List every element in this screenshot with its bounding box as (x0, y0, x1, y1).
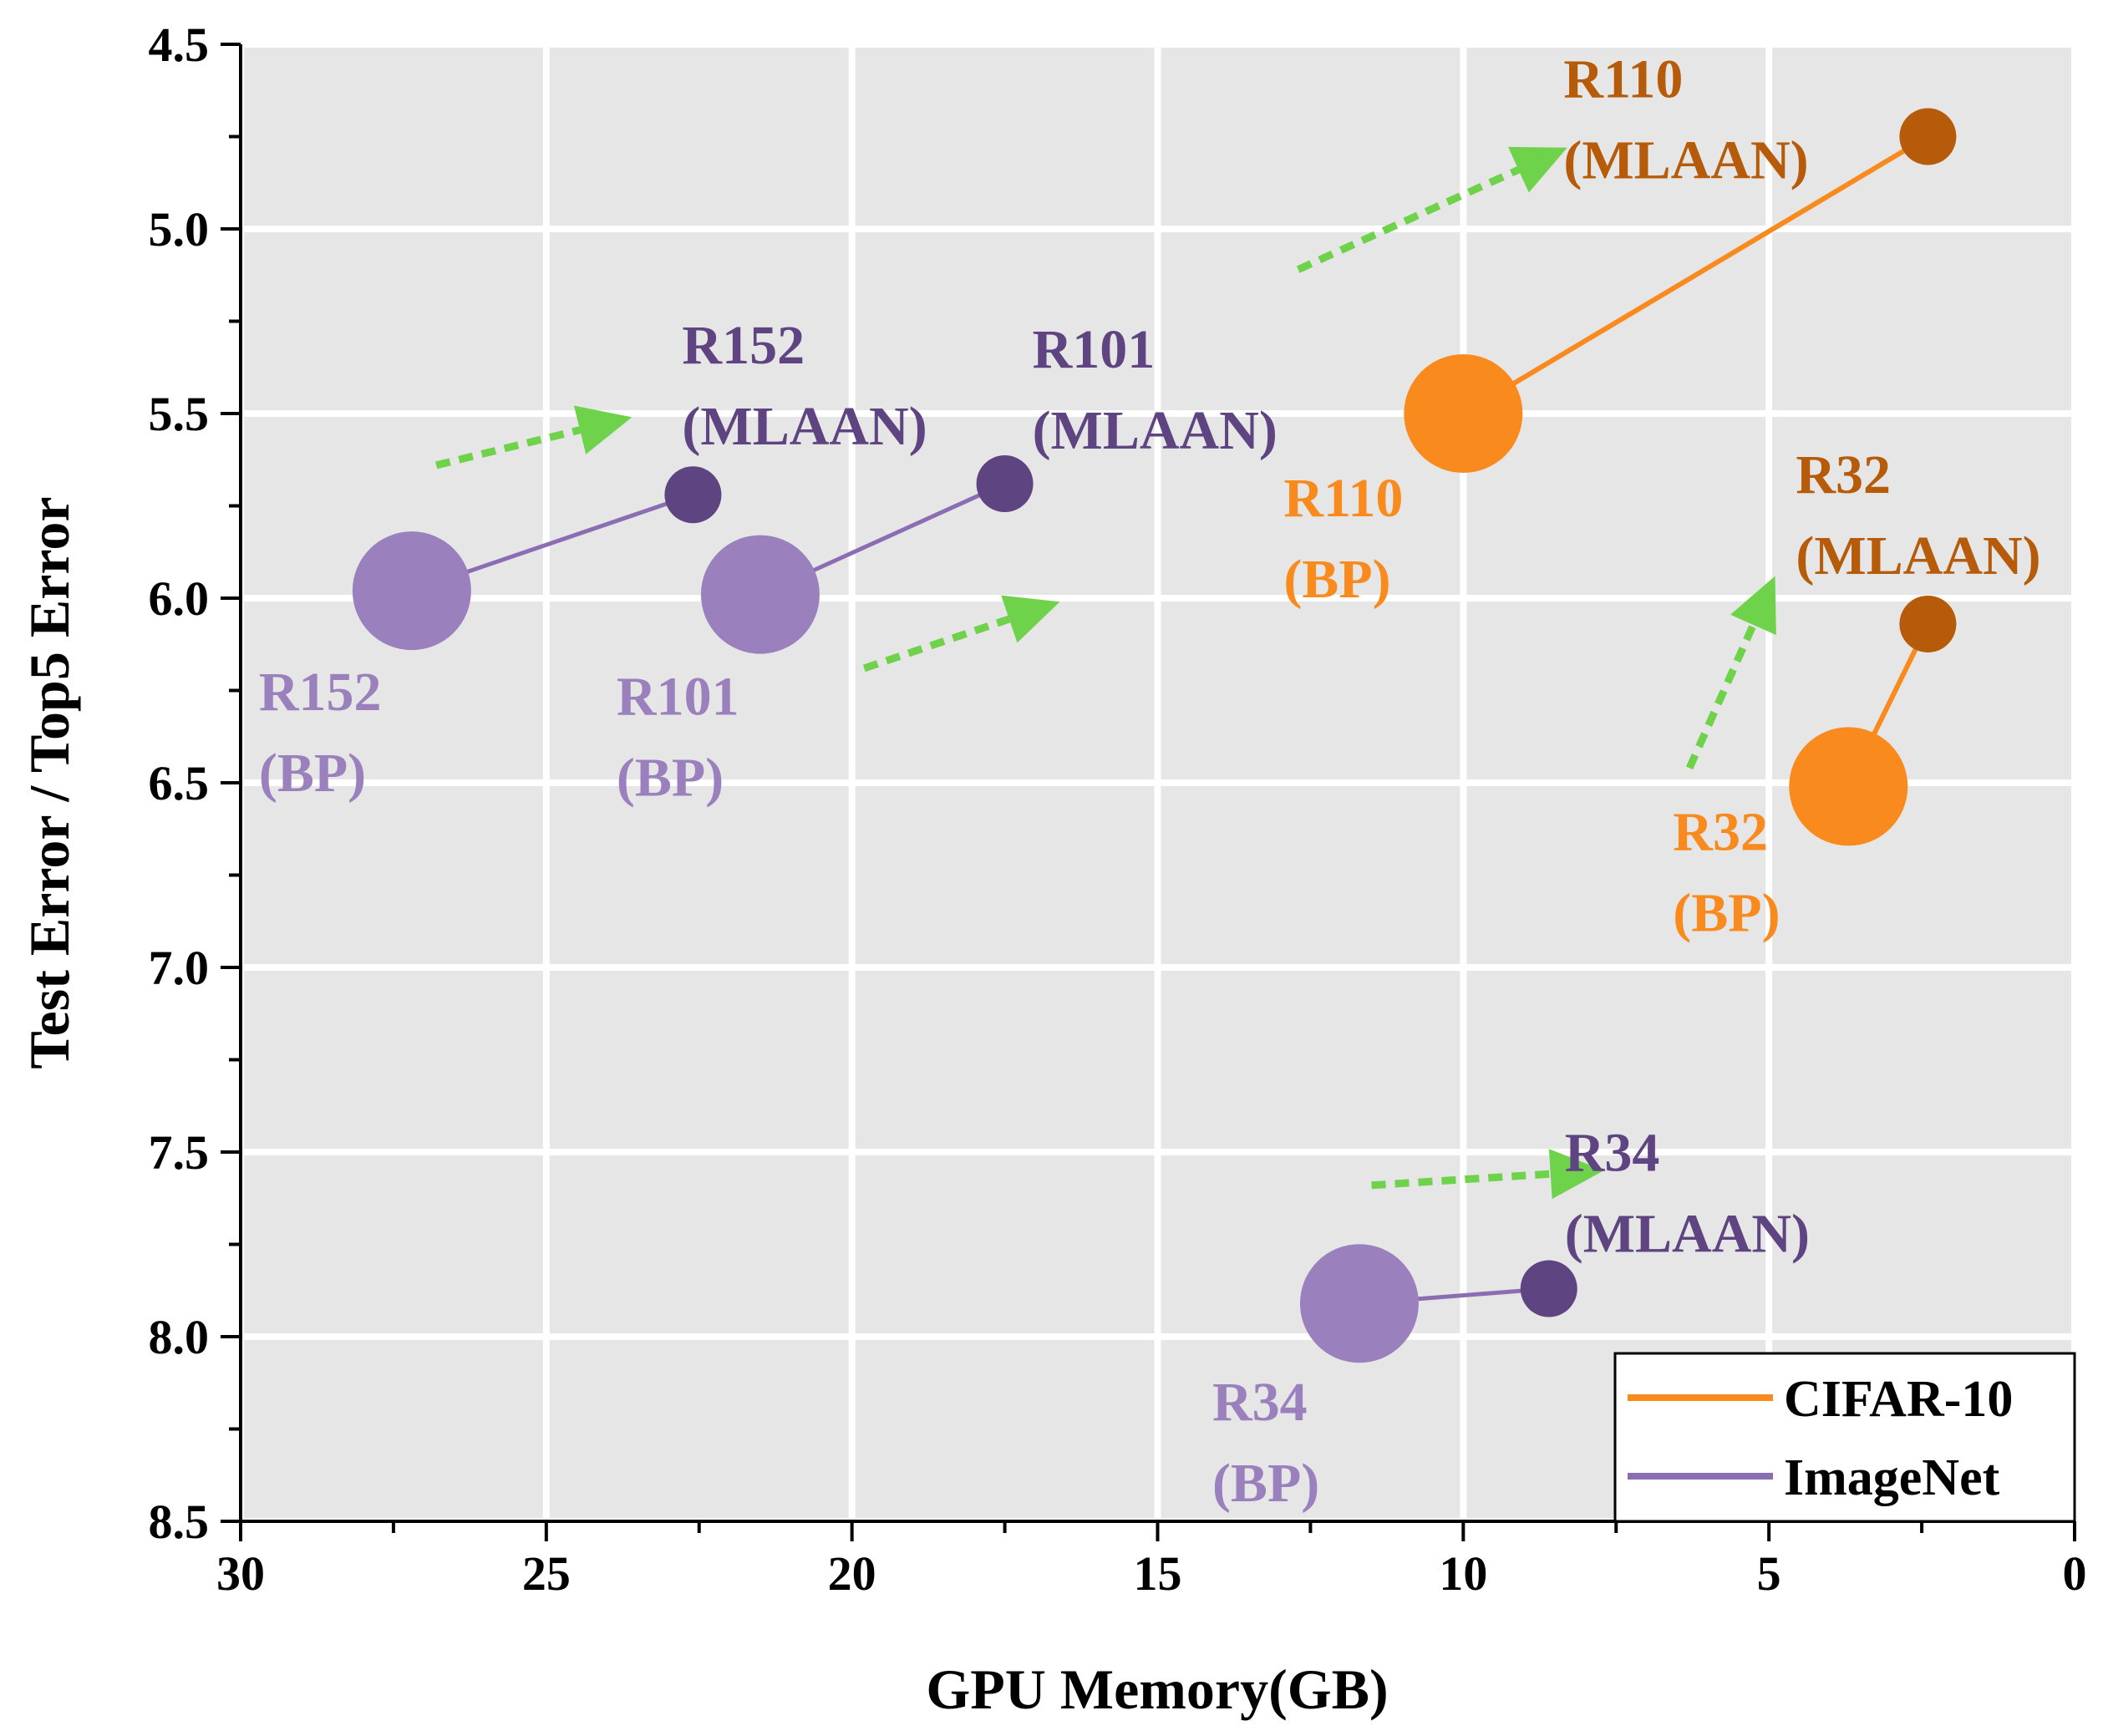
y-tick-label-5-5: 5.5 (149, 387, 210, 441)
label-imagenet-r34-bp-line1: R34 (1212, 1372, 1308, 1433)
y-tick-label-7-5: 7.5 (149, 1125, 210, 1180)
arrow-r32-shaft (1685, 623, 1757, 770)
x-tick-label-0: 0 (2063, 1546, 2087, 1601)
y-tick-label-5-0: 5.0 (149, 202, 210, 256)
y-tick-label-7-0: 7.0 (149, 941, 210, 995)
arrow-r34-head (1548, 1149, 1604, 1200)
label-cifar-10-r110-mlaan-line1: R110 (1563, 49, 1683, 110)
point-imagenet-r34-mlaan (1520, 1260, 1577, 1317)
point-imagenet-r101-bp (700, 535, 820, 654)
x-tick-label-15: 15 (1134, 1546, 1182, 1601)
point-imagenet-r152-bp (352, 531, 471, 651)
label-cifar-10-r32-mlaan-line1: R32 (1796, 444, 1891, 505)
label-imagenet-r101-bp-line2: (BP) (617, 748, 724, 809)
line-cifar-10-r110 (1461, 134, 1929, 416)
point-cifar-10-r110-bp (1404, 354, 1523, 473)
label-imagenet-r101-bp-line1: R101 (617, 667, 739, 728)
label-imagenet-r152-mlaan-line1: R152 (682, 315, 805, 376)
label-cifar-10-r32-bp-line1: R32 (1673, 801, 1768, 862)
label-imagenet-r101-mlaan-line2: (MLAAN) (1033, 400, 1278, 461)
label-imagenet-r152-bp-line1: R152 (259, 662, 382, 723)
arrow-r32-head (1730, 576, 1776, 636)
arrow-r110-head (1508, 146, 1567, 193)
y-tick-label-6-5: 6.5 (149, 756, 210, 810)
x-tick-label-30: 30 (216, 1546, 265, 1601)
point-cifar-10-r110-mlaan (1899, 108, 1957, 165)
label-imagenet-r101-mlaan-line1: R101 (1033, 319, 1156, 380)
arrow-r152-shaft (435, 426, 582, 470)
label-imagenet-r34-bp-line2: (BP) (1212, 1453, 1319, 1514)
arrow-r152-head (573, 405, 632, 454)
label-imagenet-r34-mlaan-line1: R34 (1565, 1123, 1660, 1184)
label-imagenet-r152-bp-line2: (BP) (259, 743, 366, 804)
point-cifar-10-r32-bp (1789, 727, 1908, 846)
label-cifar-10-r32-mlaan-line2: (MLAAN) (1796, 525, 2040, 586)
legend-label-imagenet: ImageNet (1784, 1449, 2000, 1506)
label-cifar-10-r110-mlaan-line2: (MLAAN) (1563, 130, 1808, 191)
arrow-r34-shaft (1371, 1170, 1552, 1190)
label-imagenet-r152-mlaan-line2: (MLAAN) (682, 396, 927, 457)
legend: CIFAR-10 ImageNet (1613, 1352, 2076, 1523)
label-cifar-10-r32-bp-line2: (BP) (1673, 882, 1780, 943)
x-tick-label-10: 10 (1439, 1546, 1487, 1601)
point-imagenet-r101-mlaan (976, 454, 1034, 512)
arrow-r101-shaft (862, 615, 1011, 673)
label-cifar-10-r110-bp-line1: R110 (1283, 468, 1403, 529)
x-tick-label-5: 5 (1757, 1546, 1781, 1601)
arrow-r101-head (1001, 595, 1060, 643)
y-tick-label-8-5: 8.5 (149, 1495, 210, 1549)
point-labels: R110(BP)R110(MLAAN)R32(BP)R32(MLAAN)R152… (259, 49, 2041, 1515)
y-axis-title: Test Error / Top5 Error (18, 496, 81, 1069)
x-axis-title: GPU Memory(GB) (926, 1657, 1388, 1721)
axes: 30 25 20 15 10 5 0 4.5 5.0 5.5 6.0 6.5 7.0 7.5 8.0 8.5 (149, 18, 2087, 1601)
data-points (352, 108, 1957, 1363)
point-imagenet-r152-mlaan (664, 466, 722, 524)
x-tick-label-20: 20 (828, 1546, 876, 1601)
improvement-arrows (435, 146, 1776, 1200)
y-tick-label-4-5: 4.5 (149, 18, 210, 72)
label-cifar-10-r110-bp-line2: (BP) (1283, 549, 1390, 610)
legend-label-cifar-10: CIFAR-10 (1784, 1371, 2013, 1428)
point-cifar-10-r32-mlaan (1899, 595, 1957, 652)
y-tick-label-8-0: 8.0 (149, 1310, 210, 1364)
y-tick-label-6-0: 6.0 (149, 571, 210, 626)
x-tick-label-25: 25 (522, 1546, 571, 1601)
arrow-r110-shaft (1296, 166, 1521, 273)
legend-box (1613, 1352, 2076, 1523)
point-imagenet-r34-bp (1299, 1244, 1419, 1363)
label-imagenet-r34-mlaan-line2: (MLAAN) (1565, 1204, 1810, 1265)
